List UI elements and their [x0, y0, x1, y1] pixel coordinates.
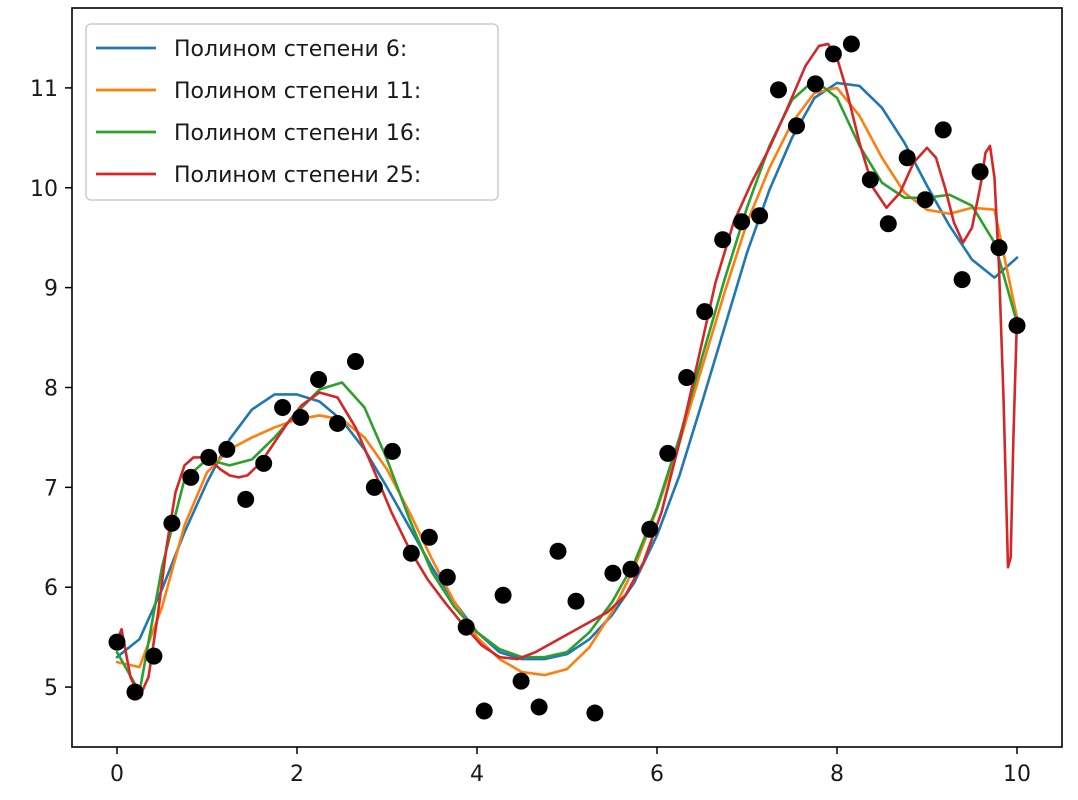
data-point [329, 414, 346, 432]
y-tick-label: 8 [44, 376, 58, 401]
data-point [953, 271, 971, 289]
y-tick-label: 9 [44, 277, 58, 302]
data-point [659, 444, 677, 462]
data-point [898, 149, 916, 167]
data-point [824, 45, 842, 63]
data-point [622, 560, 640, 578]
series-line-1 [115, 86, 1019, 677]
data-point [696, 303, 714, 321]
legend-box [85, 23, 499, 201]
series-layer [115, 42, 1019, 699]
y-tick-label: 7 [44, 476, 58, 501]
series-line-2 [115, 78, 1019, 694]
data-point [457, 618, 475, 636]
data-point [126, 683, 144, 701]
axes-frame [71, 7, 1063, 748]
data-point [770, 81, 787, 99]
data-point [402, 544, 420, 562]
data-point [641, 520, 659, 538]
x-tick-label: 6 [650, 762, 664, 787]
x-axis-ticks: 0 2 4 6 8 10 [110, 747, 1031, 787]
data-point [751, 207, 769, 225]
data-point [842, 35, 860, 53]
data-point [310, 371, 328, 388]
data-point [163, 514, 181, 532]
data-point [1008, 317, 1026, 335]
data-point [255, 454, 273, 472]
data-point [438, 568, 456, 586]
data-point [475, 702, 493, 720]
data-point [549, 542, 567, 560]
data-point [990, 239, 1008, 257]
data-point [714, 231, 732, 249]
data-point [788, 117, 805, 135]
legend-label: Полином степени 6: [174, 37, 407, 62]
data-point [512, 672, 530, 690]
data-point [383, 442, 401, 460]
series-line-3 [115, 42, 1019, 699]
legend-label: Полином степени 25: [174, 163, 421, 188]
legend-label: Полином степени 11: [174, 79, 421, 104]
data-point [934, 121, 952, 139]
data-point [586, 704, 604, 722]
y-tick-label: 11 [30, 77, 58, 102]
series-line-0 [115, 81, 1019, 661]
x-tick-label: 2 [290, 762, 304, 787]
y-tick-label: 6 [44, 576, 58, 601]
data-point [733, 213, 751, 231]
data-point [530, 698, 548, 716]
data-point [604, 564, 622, 582]
data-point [237, 490, 255, 508]
data-point [916, 191, 934, 209]
x-tick-label: 8 [830, 762, 844, 787]
data-point [494, 586, 512, 604]
data-point [145, 647, 163, 665]
x-tick-label: 0 [110, 762, 124, 787]
data-point [108, 633, 126, 651]
data-point [218, 440, 236, 458]
y-axis-ticks: 5 6 7 8 9 10 11 [30, 77, 72, 701]
data-point [861, 171, 879, 189]
data-point [182, 468, 200, 486]
data-point [420, 528, 438, 546]
y-tick-label: 10 [30, 177, 58, 202]
data-point [567, 592, 585, 610]
data-point [971, 163, 989, 181]
data-point [806, 75, 824, 93]
x-tick-label: 4 [470, 762, 484, 787]
data-point [365, 478, 383, 496]
data-point [200, 448, 218, 466]
data-point [879, 215, 897, 233]
data-points-layer [108, 35, 1026, 722]
data-point [678, 369, 696, 386]
y-tick-label: 5 [44, 676, 58, 701]
legend: Полином степени 6: Полином степени 11: Пол… [85, 23, 499, 201]
legend-label: Полином степени 16: [174, 121, 421, 146]
x-tick-label: 10 [1003, 762, 1031, 787]
data-point [274, 398, 292, 416]
data-point [292, 408, 310, 426]
data-point [347, 353, 364, 371]
